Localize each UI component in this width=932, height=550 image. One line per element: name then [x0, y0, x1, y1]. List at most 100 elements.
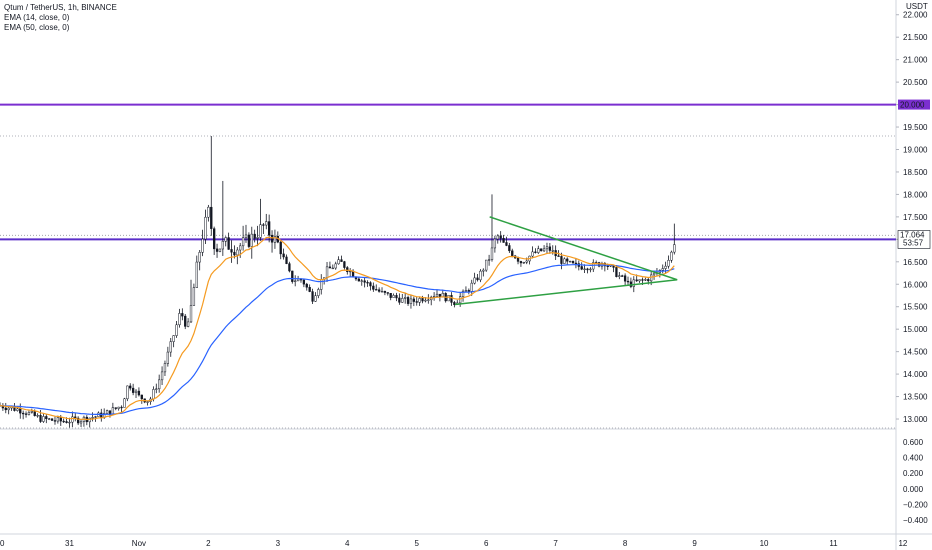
- candle-body: [250, 233, 253, 247]
- candle-body: [253, 233, 256, 239]
- y-tick-label: 18.000: [903, 190, 928, 199]
- candle-body: [566, 258, 569, 262]
- candle-body: [160, 371, 164, 381]
- legend-ema14[interactable]: EMA (14, close, 0): [4, 13, 70, 22]
- candle-body: [586, 268, 589, 271]
- candle-body: [563, 258, 566, 264]
- candle-body: [45, 416, 48, 420]
- candle-body: [360, 280, 363, 282]
- candle-body: [331, 267, 334, 270]
- indicator-tick-label: 0.200: [903, 469, 924, 478]
- candle-body: [377, 289, 381, 292]
- candle-body: [62, 420, 65, 423]
- candle-body: [53, 420, 57, 422]
- candle-body: [204, 216, 207, 240]
- x-tick-label: 2: [206, 539, 211, 548]
- ema50-line: [0, 263, 675, 416]
- candle-body: [213, 228, 216, 250]
- chart-legend: Qtum / TetherUS, 1h, BINANCE EMA (14, cl…: [4, 3, 117, 33]
- candle-body: [427, 299, 430, 301]
- candle-body: [618, 275, 621, 277]
- indicator-tick-label: 0.400: [903, 454, 924, 463]
- candle-body: [4, 407, 7, 411]
- candle-body: [79, 421, 83, 424]
- candle-body: [244, 234, 248, 238]
- candle-body: [551, 250, 554, 252]
- candle-body: [479, 270, 482, 281]
- candle-body: [201, 238, 204, 253]
- indicator-tick-label: 0.000: [903, 485, 924, 494]
- candle-body: [557, 255, 560, 257]
- candle-body: [285, 256, 288, 264]
- candle-body: [65, 421, 68, 423]
- candle-body: [490, 247, 494, 260]
- y-tick-label: 14.500: [903, 348, 928, 357]
- candle-body: [184, 315, 187, 327]
- candle-body: [632, 279, 635, 287]
- candle-body: [172, 335, 175, 342]
- candle-body: [16, 408, 19, 411]
- y-tick-label: 19.000: [903, 145, 928, 154]
- candle-body: [337, 259, 340, 265]
- candle-body: [192, 287, 196, 306]
- candle-body: [386, 292, 389, 294]
- legend-ema50[interactable]: EMA (50, close, 0): [4, 23, 70, 32]
- candle-body: [39, 415, 42, 422]
- candle-body: [372, 285, 375, 290]
- candle-body: [537, 248, 540, 253]
- candle-body: [401, 298, 404, 303]
- candle-body: [105, 410, 109, 414]
- candle-body: [650, 274, 653, 282]
- candle-body: [195, 261, 198, 288]
- candle-body: [505, 242, 508, 246]
- candle-body: [560, 256, 563, 264]
- candle-body: [68, 421, 71, 424]
- x-tick-label: 7: [553, 539, 558, 548]
- candle-body: [163, 363, 167, 373]
- y-tick-label: 21.500: [903, 33, 928, 42]
- candle-body: [343, 261, 346, 268]
- candle-body: [317, 289, 320, 296]
- candle-body: [652, 272, 656, 276]
- candle-body: [42, 416, 45, 422]
- x-tick-label: 9: [692, 539, 697, 548]
- candle-body: [540, 248, 543, 252]
- level-tag: [898, 99, 930, 110]
- candle-body: [131, 387, 135, 393]
- candle-body: [181, 313, 184, 317]
- candle-body: [186, 321, 190, 327]
- candle-body: [100, 412, 103, 418]
- candle-body: [302, 279, 306, 285]
- candle-body: [580, 266, 583, 270]
- candle-body: [349, 270, 352, 273]
- indicator-tick-label: −0.400: [903, 516, 928, 525]
- candle-body: [638, 279, 641, 282]
- candle-body: [224, 237, 227, 242]
- indicator-tick-label: −0.200: [903, 501, 928, 510]
- candle-body: [606, 265, 609, 267]
- legend-symbol[interactable]: Qtum / TetherUS, 1h, BINANCE: [4, 3, 117, 12]
- candle-body: [126, 385, 129, 400]
- candle-body: [129, 385, 132, 389]
- candle-body: [27, 412, 31, 415]
- candle-body: [166, 351, 170, 364]
- candle-body: [24, 413, 28, 415]
- candle-body: [398, 297, 401, 303]
- y-tick-label: 16.000: [903, 280, 928, 289]
- candle-body: [340, 259, 343, 262]
- candle-body: [48, 418, 51, 420]
- candle-body: [56, 417, 60, 422]
- candle-body: [346, 267, 349, 272]
- candle-body: [50, 418, 54, 421]
- candle-body: [334, 263, 337, 269]
- candle-body: [542, 248, 546, 252]
- candle-body: [259, 224, 262, 238]
- candle-body: [36, 415, 39, 417]
- candle-body: [314, 295, 317, 302]
- candle-body: [270, 234, 274, 243]
- candle-body: [256, 237, 259, 239]
- candle-body: [421, 298, 424, 302]
- candle-body: [294, 280, 297, 282]
- candle-body: [412, 298, 416, 302]
